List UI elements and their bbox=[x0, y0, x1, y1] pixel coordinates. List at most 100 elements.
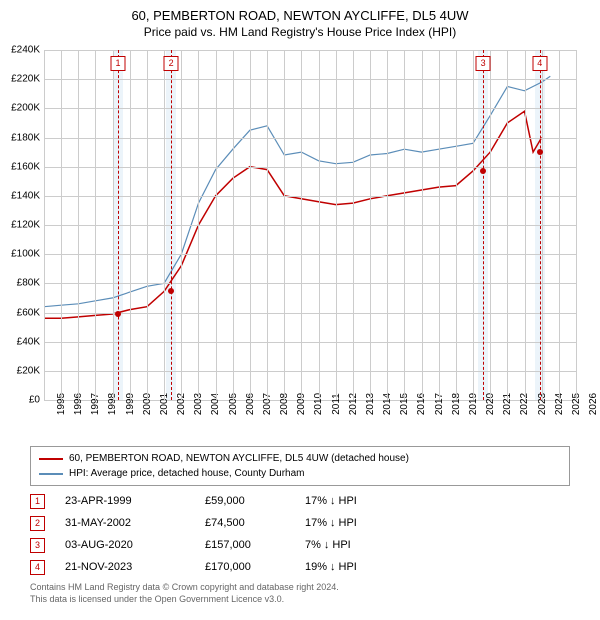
y-tick-label: £20K bbox=[17, 365, 40, 376]
legend-row: 60, PEMBERTON ROAD, NEWTON AYCLIFFE, DL5… bbox=[39, 451, 561, 466]
gridline-v bbox=[147, 50, 148, 400]
x-tick-label: 2026 bbox=[576, 393, 599, 415]
transaction-price: £74,500 bbox=[205, 517, 305, 529]
gridline-h bbox=[44, 371, 576, 372]
marker-badge: 2 bbox=[164, 56, 179, 71]
gridline-h bbox=[44, 225, 576, 226]
gridline-h bbox=[44, 50, 576, 51]
transaction-row: 3 03-AUG-2020£157,0007% ↓ HPI bbox=[30, 534, 570, 556]
gridline-h bbox=[44, 138, 576, 139]
gridline-v bbox=[319, 50, 320, 400]
marker-dot bbox=[115, 311, 121, 317]
arrow-down-icon: ↓ bbox=[330, 517, 336, 529]
gridline-v bbox=[95, 50, 96, 400]
marker-line bbox=[483, 50, 484, 400]
gridline-v bbox=[164, 50, 165, 400]
gridline-v bbox=[559, 50, 560, 400]
gridline-v bbox=[353, 50, 354, 400]
gridline-h bbox=[44, 283, 576, 284]
gridline-v bbox=[216, 50, 217, 400]
transactions-table: 123-APR-1999£59,00017% ↓ HPI231-MAY-2002… bbox=[30, 490, 570, 578]
y-tick-label: £40K bbox=[17, 336, 40, 347]
gridline-v bbox=[542, 50, 543, 400]
title-block: 60, PEMBERTON ROAD, NEWTON AYCLIFFE, DL5… bbox=[0, 8, 600, 40]
transaction-row: 123-APR-1999£59,00017% ↓ HPI bbox=[30, 490, 570, 512]
y-tick-label: £80K bbox=[17, 278, 40, 289]
transaction-badge: 2 bbox=[30, 516, 45, 531]
gridline-h bbox=[44, 196, 576, 197]
y-tick-label: £240K bbox=[11, 45, 40, 56]
arrow-down-icon: ↓ bbox=[330, 561, 336, 573]
transaction-date: 03-AUG-2020 bbox=[65, 539, 205, 551]
gridline-v bbox=[576, 50, 577, 400]
transaction-diff: 19% ↓ HPI bbox=[305, 561, 425, 573]
gridline-v bbox=[181, 50, 182, 400]
marker-badge: 1 bbox=[110, 56, 125, 71]
title-sub: Price paid vs. HM Land Registry's House … bbox=[0, 25, 600, 41]
y-tick-label: £120K bbox=[11, 220, 40, 231]
transaction-badge: 3 bbox=[30, 538, 45, 553]
arrow-down-icon: ↓ bbox=[330, 495, 336, 507]
transaction-date: 21-NOV-2023 bbox=[65, 561, 205, 573]
gridline-v bbox=[233, 50, 234, 400]
title-main: 60, PEMBERTON ROAD, NEWTON AYCLIFFE, DL5… bbox=[0, 8, 600, 25]
gridline-v bbox=[336, 50, 337, 400]
gridline-v bbox=[130, 50, 131, 400]
transaction-row: 4 21-NOV-2023£170,00019% ↓ HPI bbox=[30, 556, 570, 578]
transaction-diff: 17% ↓ HPI bbox=[305, 495, 425, 507]
transaction-badge: 1 bbox=[30, 494, 45, 509]
gridline-v bbox=[78, 50, 79, 400]
transaction-diff: 7% ↓ HPI bbox=[305, 539, 425, 551]
transaction-diff: 17% ↓ HPI bbox=[305, 517, 425, 529]
gridline-h bbox=[44, 79, 576, 80]
transaction-price: £170,000 bbox=[205, 561, 305, 573]
gridline-h bbox=[44, 342, 576, 343]
legend-row: HPI: Average price, detached house, Coun… bbox=[39, 466, 561, 481]
transaction-price: £157,000 bbox=[205, 539, 305, 551]
gridline-v bbox=[456, 50, 457, 400]
gridline-h bbox=[44, 313, 576, 314]
marker-dot bbox=[537, 149, 543, 155]
gridline-v bbox=[250, 50, 251, 400]
gridline-v bbox=[473, 50, 474, 400]
transaction-badge: 4 bbox=[30, 560, 45, 575]
gridline-v bbox=[113, 50, 114, 400]
gridline-v bbox=[44, 50, 45, 400]
gridline-v bbox=[490, 50, 491, 400]
gridline-v bbox=[387, 50, 388, 400]
gridline-h bbox=[44, 254, 576, 255]
gridline-v bbox=[507, 50, 508, 400]
y-tick-label: £220K bbox=[11, 74, 40, 85]
chart-area: £0£20K£40K£60K£80K£100K£120K£140K£160K£1… bbox=[44, 50, 577, 400]
transaction-price: £59,000 bbox=[205, 495, 305, 507]
y-tick-label: £100K bbox=[11, 249, 40, 260]
y-tick-label: £180K bbox=[11, 132, 40, 143]
arrow-down-icon: ↓ bbox=[324, 539, 330, 551]
y-tick-label: £200K bbox=[11, 103, 40, 114]
marker-dot bbox=[480, 168, 486, 174]
marker-line bbox=[118, 50, 119, 400]
transaction-date: 31-MAY-2002 bbox=[65, 517, 205, 529]
gridline-v bbox=[422, 50, 423, 400]
legend-swatch bbox=[39, 458, 63, 460]
gridline-v bbox=[439, 50, 440, 400]
y-tick-label: £0 bbox=[29, 395, 40, 406]
series-line bbox=[44, 76, 550, 306]
marker-badge: 4 bbox=[532, 56, 547, 71]
gridline-h bbox=[44, 167, 576, 168]
gridline-v bbox=[198, 50, 199, 400]
footer-line2: This data is licensed under the Open Gov… bbox=[30, 594, 570, 606]
marker-line bbox=[171, 50, 172, 400]
marker-badge: 3 bbox=[476, 56, 491, 71]
y-tick-label: £160K bbox=[11, 161, 40, 172]
chart-container: 60, PEMBERTON ROAD, NEWTON AYCLIFFE, DL5… bbox=[0, 0, 600, 620]
gridline-v bbox=[267, 50, 268, 400]
transaction-row: 2 31-MAY-2002£74,50017% ↓ HPI bbox=[30, 512, 570, 534]
gridline-v bbox=[404, 50, 405, 400]
gridline-v bbox=[284, 50, 285, 400]
gridline-h bbox=[44, 108, 576, 109]
legend-swatch bbox=[39, 473, 63, 475]
marker-dot bbox=[168, 288, 174, 294]
y-tick-label: £140K bbox=[11, 190, 40, 201]
legend-label: 60, PEMBERTON ROAD, NEWTON AYCLIFFE, DL5… bbox=[69, 451, 409, 466]
